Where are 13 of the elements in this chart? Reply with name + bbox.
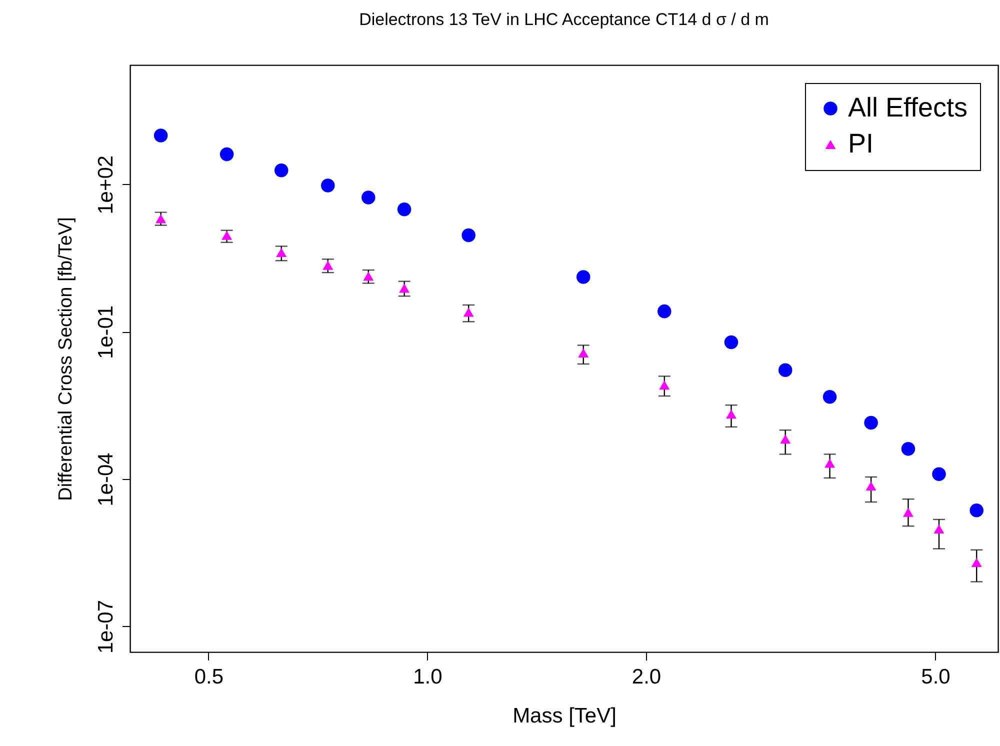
y-tick-label: 1e-07	[94, 600, 118, 654]
y-tick-label: 1e+02	[94, 155, 118, 214]
chart-title: Dielectrons 13 TeV in LHC Acceptance CT14 d σ / d m	[359, 10, 769, 29]
y-tick-label: 1e-04	[94, 452, 118, 506]
x-tick-label: 2.0	[632, 666, 662, 688]
y-tick-label: 1e-01	[94, 305, 118, 360]
x-tick-label: 5.0	[921, 666, 950, 688]
y-axis-title: Differential Cross Section [fb/TeV]	[56, 217, 76, 501]
x-tick-label: 1.0	[413, 666, 442, 688]
legend-label: PI	[848, 128, 874, 158]
x-axis-title: Mass [TeV]	[512, 704, 616, 728]
legend-label: All Effects	[848, 92, 968, 122]
x-tick-label: 0.5	[194, 666, 224, 688]
